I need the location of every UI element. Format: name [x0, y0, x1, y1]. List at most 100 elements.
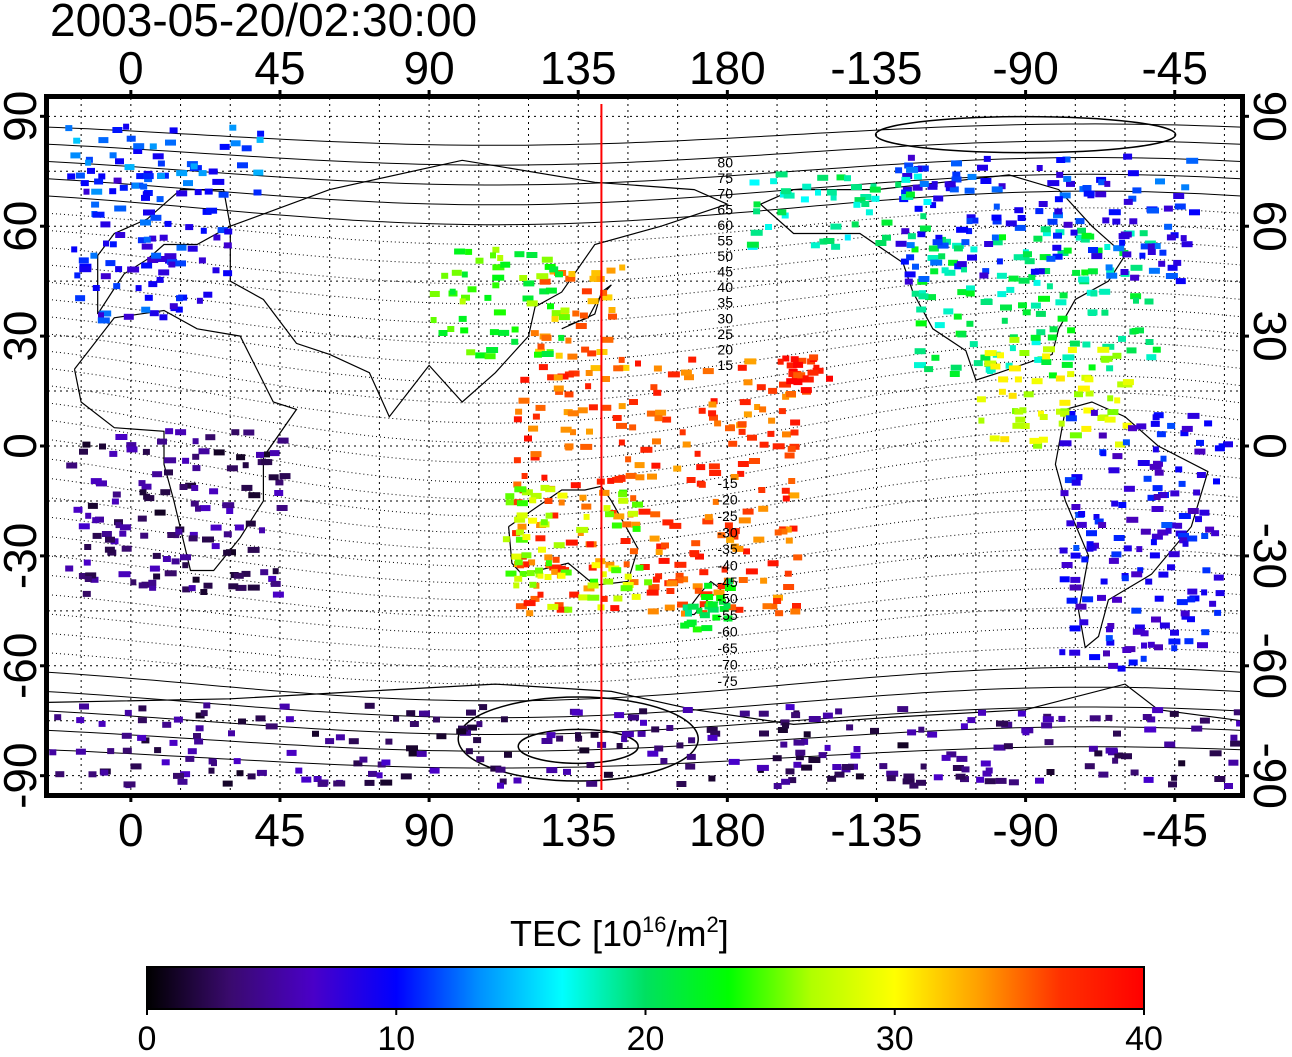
tec-cell	[526, 570, 535, 577]
tec-cell	[704, 582, 713, 589]
tec-cell	[808, 757, 821, 763]
tec-cell	[1166, 234, 1176, 241]
tec-cell	[217, 227, 228, 234]
tec-cell	[712, 498, 719, 505]
tec-cell	[1023, 251, 1032, 258]
tec-cell	[781, 778, 791, 785]
tec-cell	[818, 752, 827, 759]
tec-cell	[978, 417, 985, 424]
tec-cell	[1012, 422, 1025, 429]
tec-cell	[920, 763, 927, 770]
tec-cell	[119, 524, 131, 531]
tec-cell	[141, 194, 150, 201]
tec-cell	[101, 531, 112, 537]
tec-cell	[75, 172, 85, 179]
y-tick-label-left: 30	[0, 311, 46, 362]
tec-cell	[459, 298, 466, 305]
tec-cell	[565, 539, 578, 546]
tec-cell	[991, 234, 999, 241]
contour-label: -50	[717, 591, 737, 607]
tec-cell	[260, 569, 269, 576]
tec-cell	[601, 336, 614, 343]
tec-cell	[157, 160, 165, 167]
tec-cell	[461, 294, 470, 301]
tec-cell	[400, 773, 412, 780]
tec-cell	[1130, 769, 1139, 776]
tec-cell	[591, 270, 603, 277]
tec-cell	[826, 189, 837, 196]
tec-cell	[1000, 436, 1010, 443]
tec-cell	[190, 163, 198, 170]
tec-cell	[613, 365, 624, 372]
tec-cell	[610, 605, 620, 612]
tec-cell	[911, 290, 923, 297]
tec-cell	[915, 320, 927, 327]
tec-cell	[100, 769, 109, 776]
tec-cell	[1014, 224, 1026, 231]
tec-cell	[1059, 649, 1066, 656]
tec-cell	[265, 723, 278, 730]
tec-cell	[1031, 339, 1041, 346]
tec-cell	[1142, 714, 1152, 720]
tec-cell	[919, 181, 929, 187]
tec-cell	[586, 762, 595, 768]
tec-cell	[1030, 334, 1041, 341]
tec-cell	[1106, 639, 1115, 646]
tec-cell	[66, 462, 78, 469]
tec-cell	[1171, 774, 1178, 781]
tec-cell	[904, 278, 913, 285]
tec-cell	[545, 287, 557, 294]
tec-cell	[1106, 626, 1113, 633]
tec-cell	[247, 546, 260, 553]
tec-cell	[1079, 619, 1089, 626]
tec-cell	[709, 414, 718, 421]
colorbar-tick-label: 10	[377, 1020, 415, 1057]
tec-cell	[1100, 578, 1108, 585]
tec-cell	[1151, 243, 1161, 249]
tec-cell	[1059, 440, 1072, 447]
tec-cell	[149, 235, 157, 242]
tec-cell	[675, 572, 684, 579]
tec-cell	[169, 303, 178, 310]
tec-cell	[364, 702, 375, 709]
tec-cell	[558, 334, 565, 341]
tec-cell	[546, 767, 558, 774]
tec-cell	[513, 457, 521, 464]
tec-cell	[90, 576, 99, 583]
tec-cell	[540, 484, 550, 491]
tec-cell	[909, 782, 919, 789]
tec-cell	[933, 774, 943, 781]
tec-cell	[492, 264, 505, 271]
tec-cell	[198, 170, 207, 177]
tec-cell	[1199, 717, 1210, 724]
tec-cell	[1066, 520, 1075, 527]
tec-cell	[995, 777, 1007, 784]
tec-cell	[1087, 268, 1098, 275]
tec-cell	[176, 244, 187, 251]
tec-cell	[977, 164, 988, 171]
tec-cell	[1187, 596, 1196, 603]
tec-cell	[1179, 537, 1188, 544]
tec-cell	[516, 512, 528, 519]
tec-cell	[1113, 730, 1121, 737]
tec-cell	[976, 776, 985, 783]
tec-cell	[1126, 347, 1137, 354]
tec-cell	[84, 544, 92, 550]
tec-cell	[795, 754, 804, 761]
tec-cell	[526, 610, 534, 617]
tec-cell	[669, 522, 682, 529]
tec-cell	[242, 462, 249, 469]
tec-cell	[980, 760, 991, 767]
tec-cell	[1215, 590, 1225, 597]
tec-cell	[620, 585, 633, 592]
tec-cell	[749, 179, 760, 186]
tec-cell	[183, 180, 193, 187]
tec-cell	[228, 583, 239, 590]
tec-cell	[572, 310, 580, 317]
tec-cell	[664, 604, 675, 611]
coastline	[73, 309, 298, 572]
tec-cell	[553, 385, 564, 392]
tec-cell	[614, 712, 625, 719]
tec-cell	[920, 213, 927, 220]
tec-cell	[1155, 178, 1165, 185]
